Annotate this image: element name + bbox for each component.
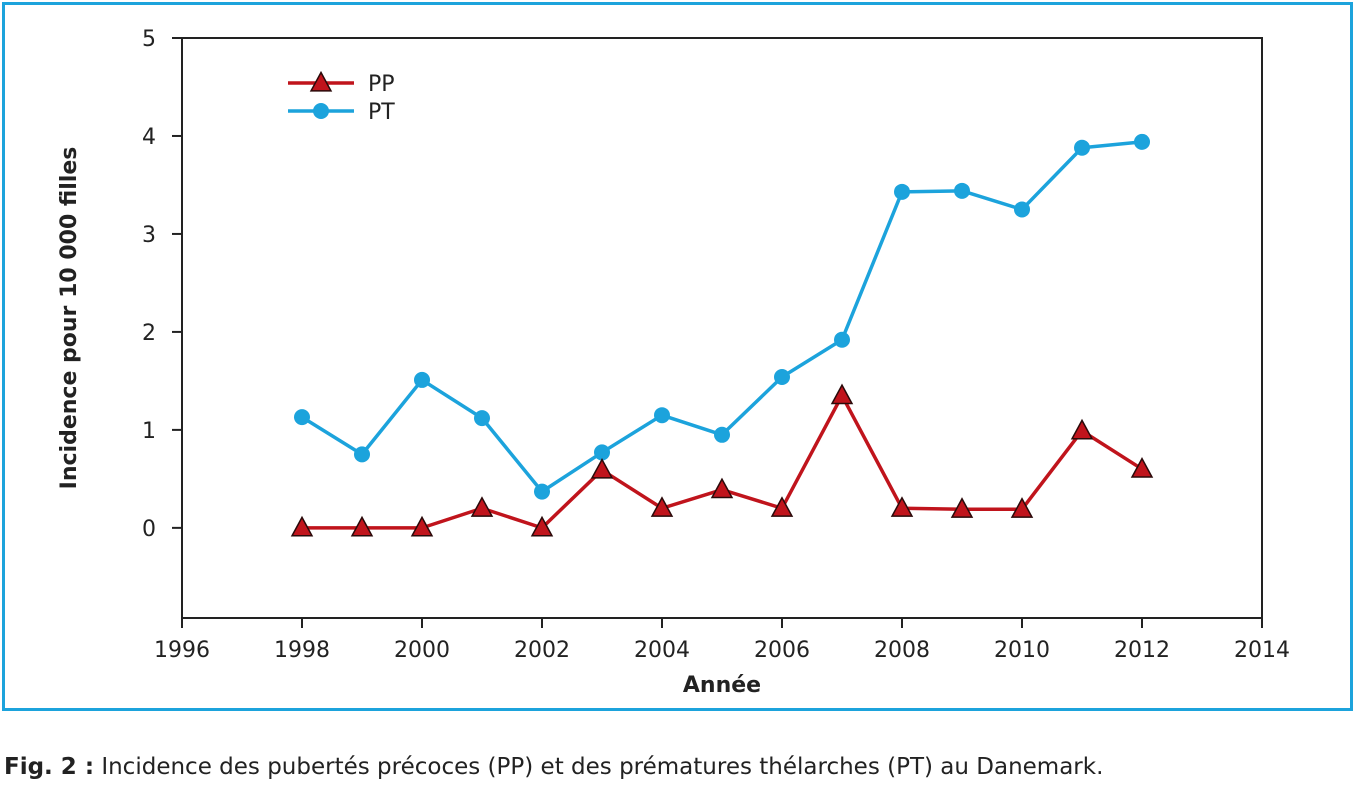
data-point-pt: [834, 331, 850, 348]
data-point-pp: [650, 496, 674, 517]
y-tick-label: 3: [142, 223, 156, 248]
data-point-pp: [1010, 497, 1034, 518]
caption-text: Incidence des pubertés précoces (PP) et …: [94, 754, 1104, 780]
legend-marker-pp: [309, 70, 333, 92]
x-tick-label: 1998: [274, 638, 330, 663]
data-point-pp: [590, 457, 614, 479]
data-point-pp: [410, 515, 434, 537]
series-pp: [290, 383, 1154, 537]
figure-caption: Fig. 2 : Incidence des pubertés précoces…: [4, 754, 1103, 780]
data-point-pt: [954, 182, 970, 199]
caption-label: Fig. 2 :: [4, 754, 95, 780]
data-point-pt: [414, 371, 430, 388]
data-point-pp: [470, 496, 494, 517]
x-tick-label: 2010: [994, 638, 1050, 663]
data-point-pt: [354, 446, 370, 463]
y-tick-label: 4: [142, 125, 156, 150]
axes: 0 1 2 3 4 5 1996 1998 2000 2002 2004 2006 2008 2010 20…: [142, 27, 1290, 663]
data-point-pp: [290, 515, 314, 537]
data-point-pp: [710, 477, 734, 499]
data-point-pt: [594, 444, 610, 461]
line-chart: 0 1 2 3 4 5 1996 1998 2000 2002 2004 2006 2008 2010 20…: [57, 27, 1290, 698]
legend-label-pt: PT: [368, 100, 395, 125]
legend-marker-pt: [313, 103, 329, 119]
data-point-pt: [534, 483, 550, 500]
data-point-pt: [774, 368, 790, 385]
series-pt: [294, 133, 1150, 500]
x-tick-label: 2002: [514, 638, 570, 663]
data-point-pp: [350, 515, 374, 537]
data-point-pt: [714, 426, 730, 443]
y-axis-label: Incidence pour 10 000 filles: [57, 147, 82, 490]
legend-label-pp: PP: [368, 72, 395, 97]
plot-border: [181, 37, 1263, 619]
data-point-pp: [770, 496, 794, 517]
data-point-pt: [1014, 201, 1030, 218]
data-point-pt: [894, 183, 910, 200]
y-tick-label: 1: [142, 419, 156, 444]
series-layer: [290, 133, 1154, 537]
x-tick-label: 2014: [1234, 638, 1290, 663]
x-tick-label: 2004: [634, 638, 690, 663]
x-tick-label: 1996: [154, 638, 210, 663]
x-tick-label: 2008: [874, 638, 930, 663]
x-tick-label: 2006: [754, 638, 810, 663]
data-point-pt: [474, 410, 490, 427]
data-point-pp: [1070, 418, 1094, 440]
data-point-pp: [530, 515, 554, 537]
series-line-pp: [302, 393, 1143, 530]
x-tick-label: 2012: [1114, 638, 1170, 663]
x-tick-label: 2000: [394, 638, 450, 663]
legend: PP PT: [288, 70, 395, 125]
y-tick-label: 5: [142, 27, 156, 52]
data-point-pp: [1130, 457, 1154, 478]
data-point-pp: [830, 383, 854, 405]
data-point-pt: [1074, 139, 1090, 156]
y-tick-label: 0: [142, 517, 156, 542]
data-point-pt: [654, 407, 670, 424]
x-axis-label: Année: [683, 673, 761, 698]
data-point-pp: [950, 497, 974, 518]
data-point-pt: [1134, 133, 1150, 150]
y-tick-label: 2: [142, 321, 156, 346]
figure-frame: [2, 2, 1353, 711]
data-point-pt: [294, 409, 310, 426]
data-point-pp: [890, 496, 914, 517]
